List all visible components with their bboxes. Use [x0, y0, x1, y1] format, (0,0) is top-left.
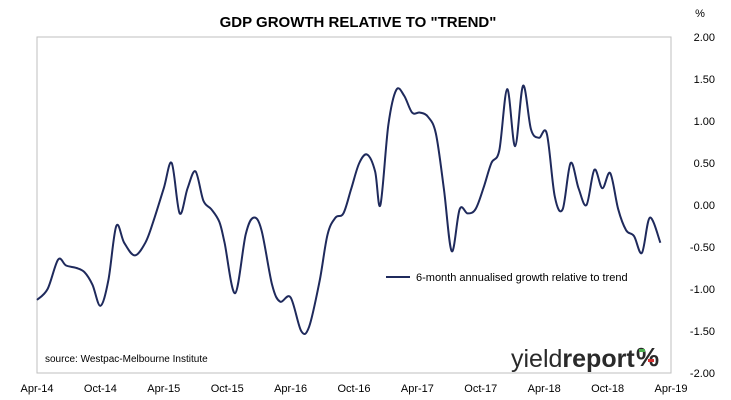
- logo-word-report: report: [562, 345, 635, 373]
- logo-word-yield: yield: [511, 345, 562, 373]
- series-line: [36, 84, 662, 336]
- series-layer: [36, 84, 662, 336]
- x-tick-label: Oct-18: [591, 383, 624, 395]
- logo-red-accent: [648, 359, 654, 362]
- y-tick-label: 0.50: [694, 158, 715, 170]
- x-tick-label: Oct-14: [84, 383, 117, 395]
- y-axis-unit-label: %: [695, 8, 705, 20]
- y-tick-label: -0.50: [690, 242, 715, 254]
- x-tick-label: Apr-14: [20, 383, 53, 395]
- logo-green-accent: [639, 349, 645, 352]
- chart-title: GDP GROWTH RELATIVE TO "TREND": [220, 14, 497, 31]
- x-axis-tick-labels: Apr-14 Oct-14 Apr-15 Oct-15 Apr-16 Oct-16 Apr-…: [20, 383, 687, 395]
- y-tick-label: -1.00: [690, 284, 715, 296]
- x-tick-label: Apr-18: [528, 383, 561, 395]
- yieldreport-logo: yieldreport %: [511, 342, 659, 373]
- y-tick-label: 0.00: [694, 200, 715, 212]
- x-tick-label: Oct-17: [464, 383, 497, 395]
- y-tick-label: -2.00: [690, 368, 715, 380]
- source-note: source: Westpac-Melbourne Institute: [45, 354, 208, 365]
- x-tick-label: Apr-15: [147, 383, 180, 395]
- plot-area-frame: [36, 36, 672, 374]
- x-tick-label: Oct-15: [211, 383, 244, 395]
- legend-label: 6-month annualised growth relative to tr…: [416, 272, 628, 284]
- logo-percent-mark: %: [636, 342, 659, 372]
- x-tick-label: Apr-17: [401, 383, 434, 395]
- x-tick-label: Apr-19: [654, 383, 687, 395]
- y-tick-label: 1.50: [694, 74, 715, 86]
- y-tick-label: -1.50: [690, 326, 715, 338]
- y-tick-label: 1.00: [694, 116, 715, 128]
- y-axis-tick-labels: 2.00 1.50 1.00 0.50 0.00 -0.50 -1.00 -1.50 -2.00: [690, 32, 715, 380]
- x-tick-label: Apr-16: [274, 383, 307, 395]
- x-tick-label: Oct-16: [337, 383, 370, 395]
- y-tick-label: 2.00: [694, 32, 715, 44]
- logo-wordmark: yieldreport: [511, 345, 635, 373]
